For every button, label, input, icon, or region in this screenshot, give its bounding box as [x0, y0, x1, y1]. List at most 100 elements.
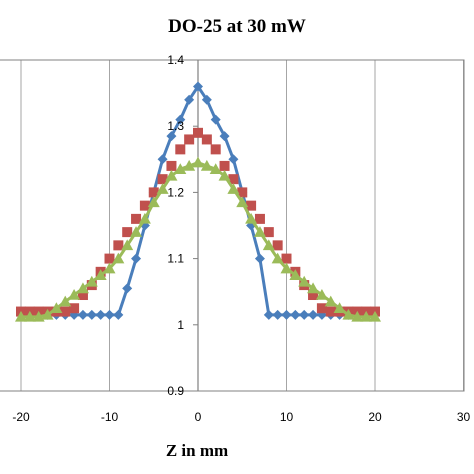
- data-point: [157, 154, 168, 165]
- data-point: [86, 309, 97, 320]
- data-point: [175, 144, 186, 155]
- data-point: [193, 81, 203, 92]
- data-point: [138, 212, 151, 224]
- data-point: [193, 127, 203, 138]
- data-point: [50, 302, 63, 314]
- data-point: [228, 174, 239, 185]
- data-point: [32, 310, 45, 322]
- data-point: [76, 282, 89, 294]
- data-point: [166, 160, 177, 171]
- data-point: [122, 283, 133, 294]
- data-point: [156, 183, 169, 194]
- data-point: [324, 295, 337, 307]
- data-point: [77, 309, 88, 320]
- data-point: [201, 134, 212, 145]
- axes: [193, 59, 199, 392]
- data-point: [95, 309, 106, 320]
- x-tick-label: -10: [101, 410, 119, 424]
- data-point: [262, 239, 275, 251]
- data-point: [139, 200, 150, 211]
- data-point: [210, 114, 221, 125]
- data-point: [263, 227, 274, 238]
- data-point: [236, 196, 249, 208]
- data-point: [112, 252, 125, 264]
- data-point: [245, 212, 258, 224]
- data-point: [68, 289, 81, 300]
- data-point: [298, 275, 311, 287]
- x-axis-label: Z in mm: [166, 441, 228, 460]
- data-point: [271, 252, 284, 264]
- grid: [20, 60, 464, 391]
- chart-title: DO-25 at 30 mW: [168, 16, 306, 37]
- data-point: [254, 253, 265, 264]
- data-point: [15, 310, 27, 322]
- data-point: [192, 156, 204, 168]
- data-point: [60, 306, 71, 317]
- data-point: [175, 114, 186, 125]
- data-point: [184, 94, 195, 105]
- data-point: [131, 213, 142, 224]
- data-point: [41, 308, 54, 320]
- series-layer: [15, 81, 381, 322]
- data-point: [272, 309, 283, 320]
- data-point: [289, 269, 302, 280]
- data-point: [157, 174, 168, 185]
- x-tick-label: 20: [368, 410, 382, 424]
- data-point: [254, 213, 265, 224]
- data-point: [103, 262, 116, 274]
- data-point: [183, 159, 196, 171]
- data-point: [219, 131, 230, 142]
- data-point: [147, 196, 160, 208]
- data-point: [281, 253, 292, 264]
- x-tick-label: 0: [195, 410, 202, 424]
- data-point: [166, 131, 177, 142]
- data-point: [333, 302, 346, 314]
- y-tick-label: 1: [177, 318, 184, 332]
- data-point: [290, 309, 301, 320]
- data-point: [77, 290, 88, 301]
- data-point: [227, 183, 240, 194]
- tick-labels: 0.9 1 1.1 1.2 1.3 1.4 -20 -10 0 10 20 30: [12, 53, 470, 424]
- data-point: [69, 303, 80, 314]
- data-point: [219, 160, 230, 171]
- data-point: [281, 309, 292, 320]
- y-tick-label: 1.1: [167, 252, 184, 266]
- data-point: [148, 187, 159, 198]
- y-tick-label: 1.4: [167, 53, 184, 67]
- data-point: [342, 308, 355, 320]
- plot-frame: [0, 59, 465, 392]
- data-point: [104, 309, 115, 320]
- data-point: [246, 200, 257, 211]
- data-point: [315, 289, 328, 300]
- data-point: [121, 239, 134, 251]
- data-point: [85, 275, 98, 287]
- data-point: [351, 310, 364, 322]
- data-point: [308, 290, 319, 301]
- data-point: [308, 309, 319, 320]
- data-point: [360, 310, 373, 322]
- data-point: [210, 144, 221, 155]
- data-point: [280, 262, 293, 274]
- data-point: [299, 309, 310, 320]
- data-point: [165, 169, 178, 181]
- x-tick-label: -20: [12, 410, 30, 424]
- x-tick-label: 30: [457, 410, 471, 424]
- data-point: [184, 134, 195, 145]
- data-point: [59, 295, 72, 307]
- data-point: [325, 306, 336, 317]
- data-point: [218, 169, 231, 181]
- data-point: [237, 187, 248, 198]
- data-point: [94, 269, 107, 280]
- series-3: [15, 156, 381, 322]
- data-point: [113, 309, 124, 320]
- data-point: [200, 159, 213, 171]
- data-point: [130, 226, 143, 237]
- y-tick-label: 1.2: [167, 185, 184, 199]
- data-point: [263, 309, 274, 320]
- data-point: [253, 226, 266, 237]
- y-tick-label: 1.3: [167, 119, 184, 133]
- data-point: [316, 303, 327, 314]
- data-point: [23, 310, 36, 322]
- y-tick-label: 0.9: [167, 384, 184, 398]
